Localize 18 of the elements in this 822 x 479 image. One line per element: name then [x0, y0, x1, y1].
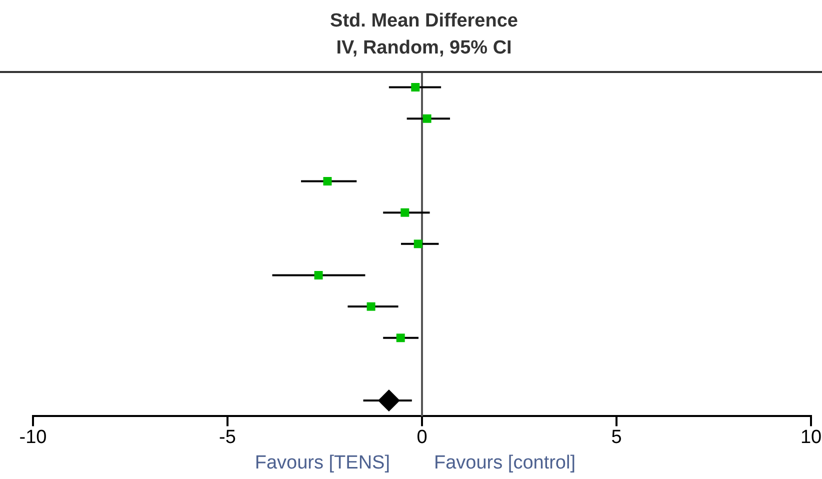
x-tick-label: -5 — [219, 426, 236, 448]
text: Favours [control] — [434, 452, 576, 474]
point — [411, 83, 420, 92]
point — [378, 390, 400, 412]
point — [396, 334, 405, 342]
chart-subtitle: IV, Random, 95% CI — [336, 37, 512, 58]
point — [422, 114, 432, 123]
text: Favours [TENS] — [254, 452, 390, 474]
x-tick-label: 10 — [800, 426, 822, 448]
x-tick-label: 0 — [416, 426, 428, 448]
x-tick-label: -10 — [19, 426, 47, 448]
x-tick-label: 5 — [611, 426, 622, 448]
point — [366, 302, 376, 311]
point — [414, 240, 422, 248]
chart-title: Std. Mean Difference — [330, 10, 518, 32]
point — [314, 270, 323, 280]
point — [323, 177, 332, 186]
point — [400, 208, 410, 217]
